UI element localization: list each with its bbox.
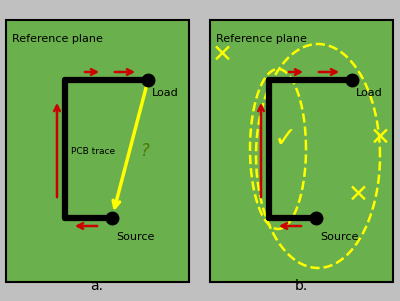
Bar bbox=[210, 20, 393, 282]
Text: b.: b. bbox=[294, 279, 308, 293]
Bar bbox=[6, 20, 189, 282]
Text: ✕: ✕ bbox=[370, 126, 390, 150]
Text: Reference plane: Reference plane bbox=[12, 34, 103, 44]
Text: ✕: ✕ bbox=[212, 43, 232, 67]
Text: Source: Source bbox=[116, 232, 154, 242]
Text: Source: Source bbox=[320, 232, 358, 242]
Text: Load: Load bbox=[152, 88, 179, 98]
Text: Reference plane: Reference plane bbox=[216, 34, 307, 44]
Text: Load: Load bbox=[356, 88, 383, 98]
Text: a.: a. bbox=[90, 279, 104, 293]
Text: ✕: ✕ bbox=[348, 183, 368, 207]
Text: ✓: ✓ bbox=[273, 125, 297, 153]
Text: ?: ? bbox=[140, 142, 150, 160]
Text: PCB trace: PCB trace bbox=[71, 147, 115, 156]
